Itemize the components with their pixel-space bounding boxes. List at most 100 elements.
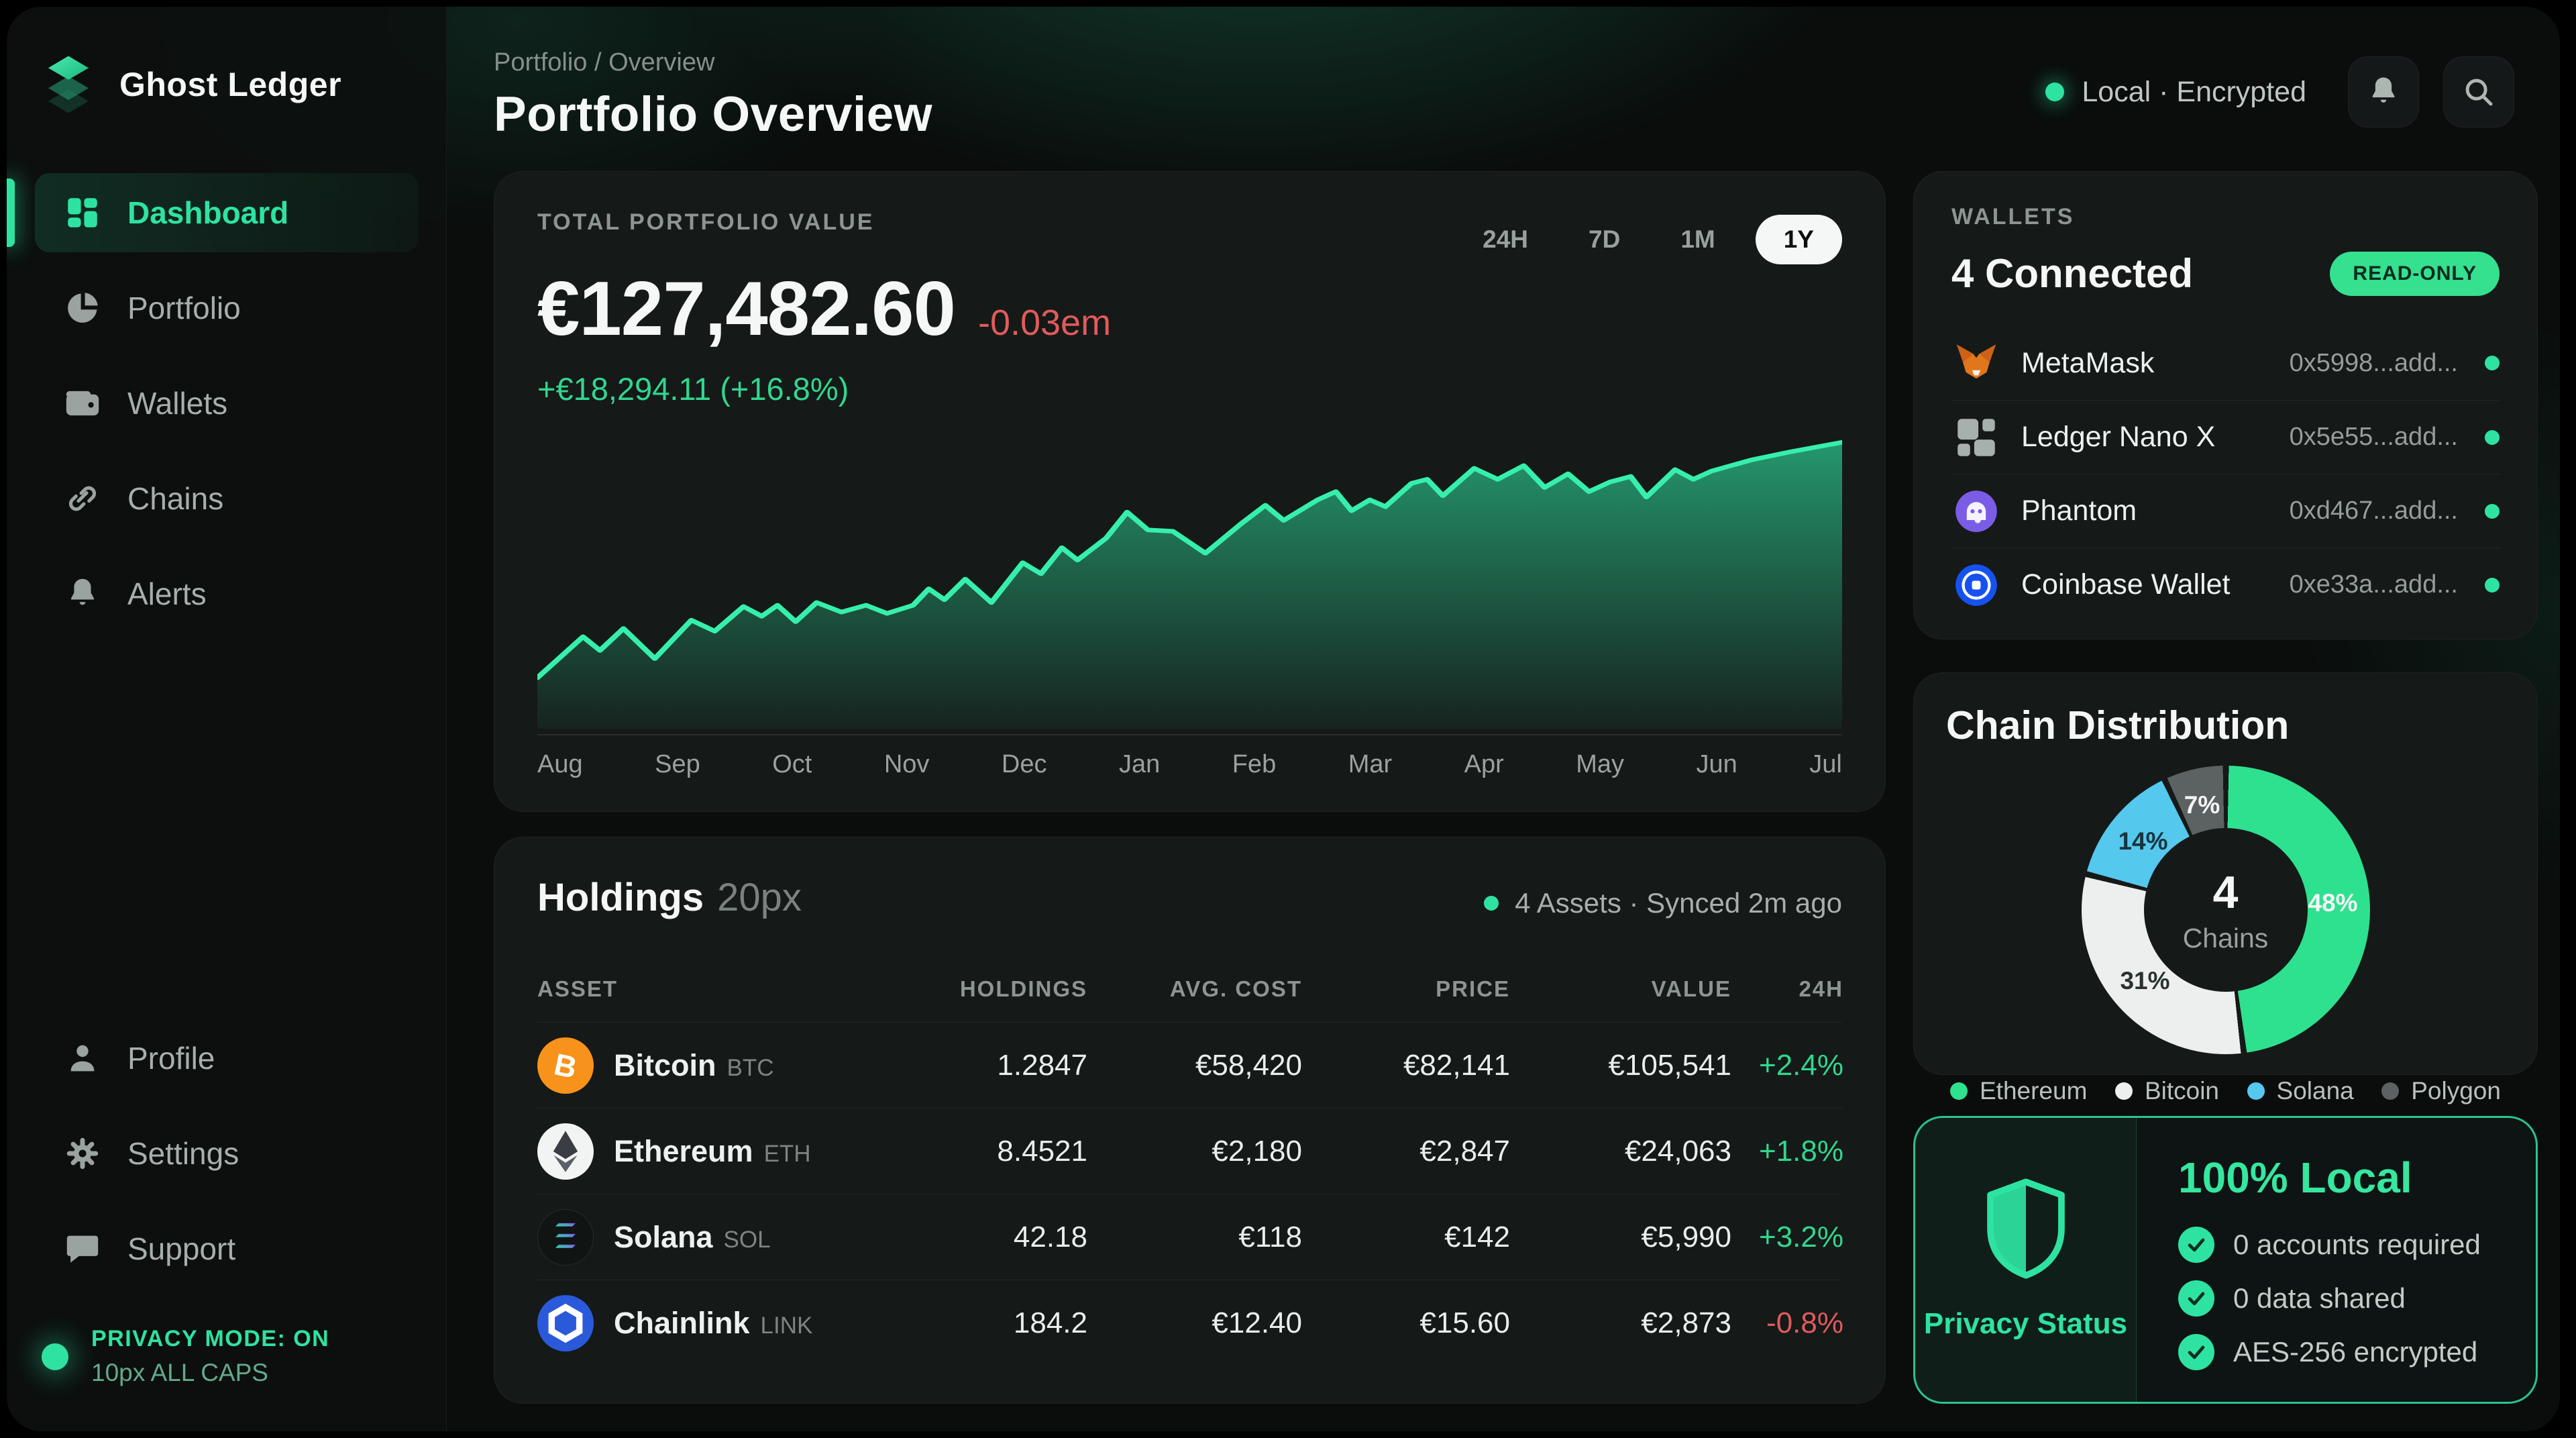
portfolio-change: +€18,294.11 (+16.8%) bbox=[537, 371, 849, 407]
secondary-nav: Profile Settings bbox=[7, 1019, 446, 1288]
donut-center-value: 4 bbox=[2212, 866, 2239, 918]
wallet-address: 0xd467...add... bbox=[2289, 497, 2458, 525]
wallet-row-ledger[interactable]: Ledger Nano X 0x5e55...add... bbox=[1951, 400, 2500, 474]
privacy-status-card: Privacy Status 100% Local 0 accounts req… bbox=[1913, 1116, 2538, 1404]
cell-avg-cost: €118 bbox=[1238, 1220, 1302, 1253]
x-tick: Dec bbox=[1001, 750, 1047, 778]
privacy-item-text: 0 accounts required bbox=[2233, 1229, 2481, 1260]
chain-distribution-title: Chain Distribution bbox=[1946, 703, 2290, 748]
breadcrumb: Portfolio / Overview bbox=[494, 48, 715, 76]
status-text: Local · Encrypted bbox=[2082, 75, 2306, 108]
holdings-title: Holdings 20px bbox=[537, 875, 802, 920]
legend-dot-icon bbox=[2247, 1082, 2265, 1100]
wallet-row-metamask[interactable]: MetaMask 0x5998...add... bbox=[1951, 326, 2500, 400]
sidebar-item-portfolio[interactable]: Portfolio bbox=[35, 268, 419, 348]
portfolio-value-note: -0.03em bbox=[977, 303, 1112, 343]
table-header: ASSET HOLDINGS AVG. COST PRICE VALUE 24H bbox=[537, 976, 1842, 1022]
sidebar-item-wallets[interactable]: Wallets bbox=[35, 364, 419, 443]
solana-icon bbox=[537, 1209, 594, 1266]
sidebar-item-chains[interactable]: Chains bbox=[35, 459, 419, 538]
holdings-meta: 4 Assets · Synced 2m ago bbox=[1484, 887, 1842, 919]
slice-label-solana: 14% bbox=[2118, 827, 2168, 855]
cell-holdings: 1.2847 bbox=[997, 1048, 1087, 1082]
privacy-title: 100% Local bbox=[2178, 1153, 2412, 1202]
cell-value: €2,873 bbox=[1641, 1306, 1731, 1339]
topbar-actions: Local · Encrypted bbox=[2045, 56, 2514, 127]
wallets-label: WALLETS bbox=[1951, 204, 2075, 229]
x-tick: Feb bbox=[1232, 750, 1277, 778]
donut-center: 4 Chains bbox=[2082, 766, 2370, 1054]
cell-change: +3.2% bbox=[1759, 1220, 1843, 1253]
chart-baseline bbox=[537, 734, 1842, 735]
legend-bitcoin: Bitcoin bbox=[2114, 1077, 2219, 1105]
cell-price: €2,847 bbox=[1419, 1134, 1510, 1168]
sidebar: Ghost Ledger Dashboard bbox=[7, 7, 447, 1431]
wallet-address: 0x5e55...add... bbox=[2289, 423, 2458, 451]
x-tick: May bbox=[1576, 750, 1625, 778]
cell-avg-cost: €58,420 bbox=[1195, 1048, 1302, 1082]
holdings-card: Holdings 20px 4 Assets · Synced 2m ago AS… bbox=[494, 837, 1886, 1404]
cell-price: €15.60 bbox=[1419, 1306, 1510, 1339]
x-tick: Jul bbox=[1809, 750, 1842, 778]
time-range-selector: 24H 7D 1M 1Y bbox=[1462, 215, 1842, 264]
slice-label-polygon: 7% bbox=[2184, 791, 2220, 819]
privacy-panel: Privacy Status bbox=[1915, 1118, 2137, 1402]
wallet-row-phantom[interactable]: Phantom 0xd467...add... bbox=[1951, 474, 2500, 548]
legend-polygon: Polygon bbox=[2381, 1077, 2501, 1105]
table-row-solana[interactable]: Solana SOL 42.18 €118 €142 €5,990 +3.2% bbox=[537, 1194, 1843, 1280]
holdings-title-text: Holdings bbox=[537, 876, 704, 919]
cell-holdings: 42.18 bbox=[1013, 1220, 1087, 1253]
portfolio-area-chart bbox=[537, 427, 1842, 729]
privacy-item: AES-256 encrypted bbox=[2178, 1334, 2536, 1370]
cell-change: +2.4% bbox=[1759, 1048, 1843, 1082]
sidebar-item-profile[interactable]: Profile bbox=[35, 1019, 419, 1098]
wallet-row-coinbase[interactable]: Coinbase Wallet 0xe33a...add... bbox=[1951, 548, 2500, 621]
notifications-button[interactable] bbox=[2348, 56, 2419, 127]
left-column: TOTAL PORTFOLIO VALUE €127,482.60 -0.03e… bbox=[494, 171, 1886, 1404]
sidebar-item-settings[interactable]: Settings bbox=[35, 1114, 419, 1193]
table-row-ethereum[interactable]: Ethereum ETH 8.4521 €2,180 €2,847 €24,063… bbox=[537, 1108, 1843, 1194]
bell-icon bbox=[63, 574, 102, 613]
wallet-online-dot-icon bbox=[2485, 577, 2500, 593]
privacy-mode-sublabel: 10px ALL CAPS bbox=[91, 1359, 268, 1386]
holdings-title-note: 20px bbox=[717, 876, 802, 919]
range-1y[interactable]: 1Y bbox=[1755, 215, 1842, 264]
col-value: VALUE bbox=[1651, 976, 1731, 1001]
sidebar-item-support[interactable]: Support bbox=[35, 1209, 419, 1288]
privacy-details: 100% Local 0 accounts required bbox=[2137, 1118, 2536, 1402]
col-price: PRICE bbox=[1436, 976, 1510, 1001]
bitcoin-icon: B bbox=[537, 1037, 594, 1094]
privacy-panel-label: Privacy Status bbox=[1924, 1304, 2127, 1343]
sidebar-item-dashboard[interactable]: Dashboard bbox=[7, 173, 419, 252]
legend-dot-icon bbox=[2114, 1082, 2133, 1100]
ghost-ledger-logo-icon bbox=[38, 54, 99, 115]
cell-holdings: 184.2 bbox=[1013, 1306, 1087, 1339]
table-row-bitcoin[interactable]: B Bitcoin BTC 1.2847 €58,420 €82,141 €105… bbox=[537, 1022, 1843, 1108]
cell-price: €142 bbox=[1444, 1220, 1510, 1253]
range-1m[interactable]: 1M bbox=[1680, 225, 1715, 253]
wallet-list: MetaMask 0x5998...add... bbox=[1951, 326, 2500, 621]
wallet-name: Coinbase Wallet bbox=[2021, 568, 2231, 601]
ledger-icon bbox=[1951, 413, 2001, 462]
privacy-item: 0 data shared bbox=[2178, 1280, 2536, 1317]
range-7d[interactable]: 7D bbox=[1589, 225, 1621, 253]
table-row-chainlink[interactable]: Chainlink LINK 184.2 €12.40 €15.60 €2,873… bbox=[537, 1280, 1843, 1366]
range-24h[interactable]: 24H bbox=[1483, 225, 1529, 253]
search-button[interactable] bbox=[2443, 56, 2514, 127]
asset-ticker: SOL bbox=[723, 1226, 771, 1253]
x-tick: Jun bbox=[1696, 750, 1737, 778]
asset-name: Chainlink bbox=[614, 1305, 750, 1340]
wallet-name: Ledger Nano X bbox=[2021, 421, 2216, 453]
x-tick: Aug bbox=[537, 750, 583, 778]
col-holdings: HOLDINGS bbox=[959, 976, 1087, 1001]
right-column: WALLETS 4 Connected READ-ONLY bbox=[1913, 171, 2538, 1404]
sidebar-item-alerts[interactable]: Alerts bbox=[35, 554, 419, 633]
primary-nav: Dashboard Portfolio bbox=[7, 173, 446, 633]
legend-ethereum: Ethereum bbox=[1950, 1077, 2087, 1105]
privacy-mode-indicator: PRIVACY MODE: ON 10px ALL CAPS bbox=[7, 1326, 446, 1394]
wallet-icon bbox=[63, 384, 102, 423]
x-tick: Jan bbox=[1118, 750, 1161, 778]
cell-value: €5,990 bbox=[1641, 1220, 1731, 1253]
chainlink-icon bbox=[537, 1294, 594, 1351]
sidebar-item-label: Alerts bbox=[127, 576, 207, 611]
